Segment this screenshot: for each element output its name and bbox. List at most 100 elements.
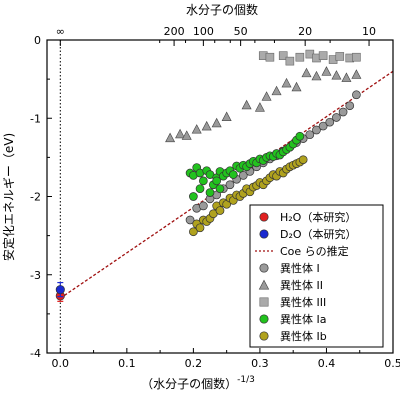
data-point (295, 131, 305, 141)
data-point (312, 125, 321, 135)
data-point (318, 51, 328, 60)
data-point (225, 180, 235, 190)
series-isomer-ib (189, 155, 308, 237)
data-point (189, 227, 198, 237)
top-tick-label: ∞ (56, 25, 65, 38)
y-axis-title: 安定化エネルギー（eV) (1, 133, 16, 261)
d2o-point-group (55, 281, 65, 298)
legend-label: H₂O（本研究） (280, 210, 356, 224)
data-point (221, 111, 232, 121)
series-isomer-iii (258, 49, 361, 66)
data-point (341, 72, 352, 82)
data-point (311, 70, 322, 81)
data-series (55, 49, 362, 302)
top-tick-label: 200 (164, 25, 185, 38)
legend-marker (259, 229, 269, 239)
data-point (345, 101, 355, 111)
data-point (351, 69, 362, 79)
series-isomer-ii (165, 66, 362, 143)
legend-label: Coe らの推定 (280, 244, 349, 258)
top-axis-title: 水分子の個数 (186, 2, 258, 17)
x-axis: 0.0 0.1 0.2 0.3 0.4 0.5 (52, 348, 400, 370)
legend-label: 異性体 III (280, 295, 326, 309)
legend-marker (259, 263, 269, 273)
data-point (195, 223, 205, 233)
y-tick-label: -3 (30, 269, 41, 282)
legend-label: 異性体 I (280, 261, 320, 275)
top-tick-label: 50 (234, 25, 248, 38)
data-point (199, 176, 208, 186)
x-tick-label: 0.0 (52, 357, 70, 370)
legend-label: 異性体 II (280, 278, 323, 292)
y-tick-label: -2 (30, 191, 41, 204)
data-point (281, 77, 292, 88)
y-axis: 0 -1 -2 -3 -4 (30, 34, 52, 360)
series-isomer-ia (185, 131, 305, 201)
legend-box (249, 204, 384, 348)
data-point (211, 117, 222, 128)
data-point (238, 171, 248, 180)
data-point (201, 120, 212, 131)
data-point (181, 130, 192, 140)
data-point (165, 132, 176, 143)
x-tick-label: 0.1 (118, 357, 136, 370)
data-point (291, 81, 302, 92)
data-point (295, 52, 305, 62)
top-tick-label: 20 (298, 25, 312, 38)
data-point (332, 113, 341, 122)
data-point (305, 130, 315, 140)
legend-label: 異性体 Ia (280, 312, 326, 326)
x-axis-title-exponent: -1/3 (237, 375, 255, 385)
x-tick-label: 0.5 (384, 357, 400, 370)
legend-label: D₂O（本研究） (280, 227, 357, 241)
data-point (215, 184, 225, 194)
x-tick-label: 0.3 (251, 357, 269, 370)
y-tick-label: 0 (34, 34, 41, 47)
data-point (321, 66, 332, 76)
data-point (331, 70, 342, 80)
data-point (189, 192, 198, 201)
data-point (205, 188, 215, 197)
legend-marker (259, 331, 269, 341)
data-point (352, 52, 361, 62)
data-point (298, 155, 308, 165)
data-point (185, 215, 195, 225)
data-point (195, 184, 205, 194)
data-point (228, 170, 238, 179)
data-point (212, 176, 222, 186)
data-point (199, 201, 208, 211)
legend-label: 異性体 Ib (280, 329, 327, 343)
legend-marker (259, 314, 269, 324)
x-tick-label: 0.4 (318, 357, 336, 370)
d2o-point (55, 285, 65, 295)
data-point (318, 121, 328, 131)
data-point (261, 91, 272, 101)
y-tick-label: -4 (30, 347, 41, 360)
data-point (325, 117, 335, 127)
data-point (352, 90, 361, 100)
legend-marker (258, 279, 270, 290)
x-axis-title-main: （水分子の個数） (141, 376, 237, 391)
data-point (271, 85, 282, 96)
data-point (338, 107, 348, 117)
data-point (335, 52, 345, 61)
top-tick-label: 100 (193, 25, 214, 38)
data-point (285, 56, 295, 66)
data-point (175, 128, 186, 139)
data-point (278, 51, 288, 60)
data-point (301, 67, 312, 78)
y-tick-label: -1 (30, 112, 41, 125)
top-axis: ∞ 200 100 50 20 10 (56, 25, 376, 46)
top-tick-label: 10 (362, 25, 376, 38)
data-point (215, 206, 225, 215)
data-point (191, 124, 202, 134)
data-point (265, 52, 275, 62)
x-tick-label: 0.2 (185, 357, 203, 370)
data-point (241, 99, 252, 110)
x-axis-title: （水分子の個数）-1/3 (141, 375, 255, 391)
data-point (254, 102, 265, 112)
legend-marker (259, 212, 269, 222)
legend-marker (259, 297, 269, 307)
